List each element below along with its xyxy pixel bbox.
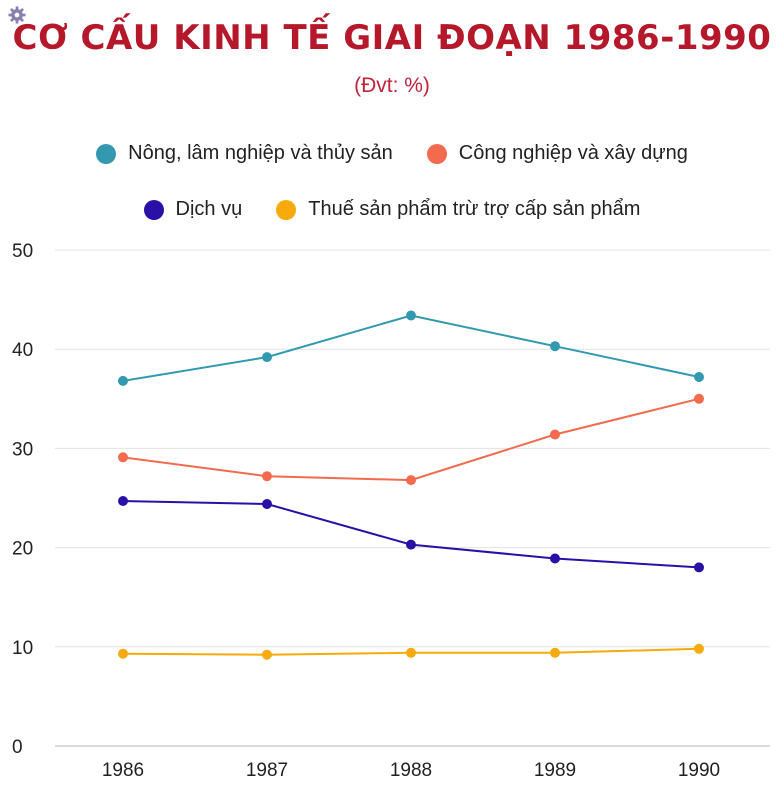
legend-marker xyxy=(96,143,117,164)
y-tick-label: 40 xyxy=(12,340,33,361)
data-point-1-1[interactable] xyxy=(262,471,272,482)
legend-row-2: Dịch vụ Thuế sản phẩm trừ trợ cấp sản ph… xyxy=(0,198,784,221)
x-tick-label: 1988 xyxy=(390,760,432,781)
chart-subtitle: (Đvt: %) xyxy=(354,74,430,97)
data-point-2-3[interactable] xyxy=(550,553,560,564)
legend-label: Thuế sản phẩm trừ trợ cấp sản phẩm xyxy=(308,198,641,220)
legend-marker xyxy=(426,143,447,164)
chart-title: CƠ CẤU KINH TẾ GIAI ĐOẠN 1986-1990 xyxy=(12,18,772,58)
legend-item-cong-nghiep[interactable]: Công nghiệp và xây dựng xyxy=(426,142,688,165)
y-tick-label: 10 xyxy=(12,638,33,659)
legend-label: Công nghiệp và xây dựng xyxy=(458,142,688,164)
legend-label: Nông, lâm nghiệp và thủy sản xyxy=(128,142,393,164)
data-point-3-1[interactable] xyxy=(262,649,272,660)
data-point-3-4[interactable] xyxy=(694,643,704,654)
legend-marker xyxy=(143,199,164,220)
gear-icon xyxy=(8,6,26,24)
series-line-0 xyxy=(122,314,700,382)
data-point-0-2[interactable] xyxy=(406,310,416,321)
data-point-3-3[interactable] xyxy=(550,647,560,658)
data-point-0-4[interactable] xyxy=(694,372,704,382)
y-tick-label: 50 xyxy=(12,241,33,262)
data-point-1-4[interactable] xyxy=(694,393,704,404)
x-tick-label: 1989 xyxy=(534,760,576,781)
data-point-3-0[interactable] xyxy=(118,648,128,659)
x-tick-label: 1987 xyxy=(246,760,288,781)
legend-row-1: Nông, lâm nghiệp và thủy sản Công nghiệp… xyxy=(0,142,784,165)
y-tick-label: 30 xyxy=(12,439,33,460)
data-point-2-2[interactable] xyxy=(406,539,416,550)
legend-item-nong-lam-nghiep[interactable]: Nông, lâm nghiệp và thủy sản xyxy=(96,142,393,165)
legend-item-thue-san-pham[interactable]: Thuế sản phẩm trừ trợ cấp sản phẩm xyxy=(276,198,640,221)
legend-item-dich-vu[interactable]: Dịch vụ xyxy=(143,198,243,221)
data-point-1-0[interactable] xyxy=(118,452,128,463)
data-point-2-0[interactable] xyxy=(118,496,128,506)
x-tick-label: 1990 xyxy=(678,760,720,781)
data-point-3-2[interactable] xyxy=(406,647,416,658)
y-tick-label: 20 xyxy=(12,539,33,560)
x-tick-label: 1986 xyxy=(102,760,144,781)
data-point-1-3[interactable] xyxy=(550,429,560,440)
legend-marker xyxy=(276,199,297,220)
y-tick-label: 0 xyxy=(12,737,23,758)
data-point-1-2[interactable] xyxy=(406,475,416,486)
data-point-2-4[interactable] xyxy=(694,562,704,573)
series-line-2 xyxy=(122,500,700,569)
data-point-2-1[interactable] xyxy=(262,499,272,509)
legend-label: Dịch vụ xyxy=(175,198,243,220)
series-line-1 xyxy=(122,397,700,482)
data-point-0-1[interactable] xyxy=(262,352,272,363)
data-point-0-0[interactable] xyxy=(118,375,128,386)
data-point-0-3[interactable] xyxy=(550,341,560,352)
